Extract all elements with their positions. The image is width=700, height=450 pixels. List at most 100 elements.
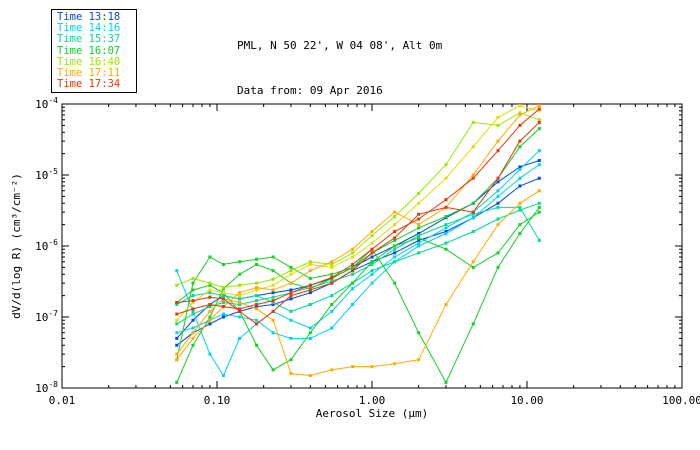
data-point-marker — [221, 312, 225, 316]
data-point-marker — [255, 281, 259, 285]
data-point-marker — [496, 189, 500, 193]
data-point-marker — [208, 302, 212, 306]
data-point-marker — [393, 210, 397, 214]
data-point-marker — [271, 309, 275, 313]
data-point-marker — [330, 265, 334, 269]
data-point-marker — [271, 288, 275, 292]
legend-item: Time 13:18 — [57, 11, 121, 23]
legend-item: Time 16:40 — [57, 55, 121, 68]
data-point-marker — [255, 302, 259, 306]
data-point-marker — [417, 234, 421, 238]
data-point-marker — [289, 272, 293, 276]
data-point-marker — [370, 230, 374, 234]
data-point-marker — [238, 272, 242, 276]
data-point-marker — [370, 262, 374, 266]
data-point-marker — [308, 269, 312, 273]
data-point-marker — [518, 165, 522, 169]
data-point-marker — [496, 194, 500, 198]
data-point-marker — [330, 276, 334, 280]
data-point-marker — [518, 145, 522, 149]
x-axis-title: Aerosol Size (μm) — [316, 407, 429, 420]
data-point-marker — [471, 265, 475, 269]
data-point-marker — [208, 283, 212, 287]
data-point-marker — [221, 315, 225, 319]
data-point-marker — [444, 231, 448, 235]
data-point-marker — [289, 294, 293, 298]
data-point-marker — [191, 318, 195, 322]
data-point-marker — [289, 291, 293, 295]
data-point-marker — [208, 315, 212, 319]
data-point-marker — [518, 205, 522, 209]
data-point-marker — [518, 208, 522, 212]
data-point-marker — [471, 176, 475, 180]
data-point-marker — [289, 318, 293, 322]
legend-item: Time 14:16 — [57, 22, 121, 35]
data-point-marker — [271, 302, 275, 306]
data-point-marker — [255, 286, 259, 290]
data-point-marker — [444, 205, 448, 209]
series-line — [176, 190, 540, 377]
data-point-marker — [537, 189, 541, 193]
data-point-marker — [289, 265, 293, 269]
series-line — [176, 207, 540, 384]
data-point-marker — [308, 288, 312, 292]
data-point-marker — [471, 216, 475, 220]
data-point-marker — [518, 139, 522, 143]
data-point-marker — [393, 244, 397, 248]
station-title: PML, N 50 22', W 04 08', Alt 0m — [237, 39, 443, 52]
data-point-marker — [308, 260, 312, 264]
data-point-marker — [537, 201, 541, 205]
data-point-marker — [330, 272, 334, 276]
data-point-marker — [417, 201, 421, 205]
axis-ticks: 0.01 0.10 1.00 10.00 100.00 10-4 10-5 10-6 10-7 1… — [35, 96, 700, 407]
y-axis-title: dV/d(log R) (cm³/cm⁻²) — [10, 173, 23, 319]
data-point-marker — [255, 318, 259, 322]
y-tick-label: 10-4 — [35, 96, 58, 111]
data-point-marker — [330, 309, 334, 313]
data-point-marker — [175, 312, 179, 316]
data-point-marker — [238, 260, 242, 264]
data-point-marker — [351, 265, 355, 269]
data-point-marker — [417, 251, 421, 255]
data-point-marker — [208, 318, 212, 322]
data-point-marker — [255, 322, 259, 326]
data-point-marker — [417, 244, 421, 248]
data-point-marker — [518, 111, 522, 115]
data-point-marker — [308, 373, 312, 377]
data-point-marker — [351, 365, 355, 369]
data-point-marker — [175, 318, 179, 322]
data-point-marker — [308, 326, 312, 330]
data-point-marker — [208, 305, 212, 309]
data-point-marker — [393, 247, 397, 251]
data-point-marker — [537, 127, 541, 131]
series-time-15-37 — [175, 201, 541, 326]
data-point-marker — [351, 272, 355, 276]
data-point-marker — [471, 210, 475, 214]
x-tick-label: 1.00 — [359, 394, 386, 407]
plot-header: PML, N 50 22', W 04 08', Alt 0m Data fro… — [237, 8, 442, 128]
data-point-marker — [191, 299, 195, 303]
data-point-marker — [393, 223, 397, 227]
data-point-marker — [271, 277, 275, 281]
data-point-marker — [208, 309, 212, 313]
data-point-marker — [238, 283, 242, 287]
data-point-marker — [518, 113, 522, 117]
data-point-marker — [289, 269, 293, 273]
data-point-marker — [221, 286, 225, 290]
data-point-marker — [175, 301, 179, 305]
data-point-marker — [496, 251, 500, 255]
data-point-marker — [191, 312, 195, 316]
data-point-marker — [444, 215, 448, 219]
data-point-marker — [518, 184, 522, 188]
data-point-marker — [191, 301, 195, 305]
y-tick-label: 10-7 — [35, 309, 58, 324]
x-tick-label: 0.10 — [204, 394, 231, 407]
data-point-marker — [370, 365, 374, 369]
series-line — [176, 112, 540, 289]
data-point-marker — [255, 307, 259, 311]
legend-item: Time 17:34 — [57, 78, 121, 91]
data-point-marker — [330, 326, 334, 330]
data-point-marker — [191, 326, 195, 330]
data-point-marker — [175, 352, 179, 356]
data-point-marker — [208, 295, 212, 299]
